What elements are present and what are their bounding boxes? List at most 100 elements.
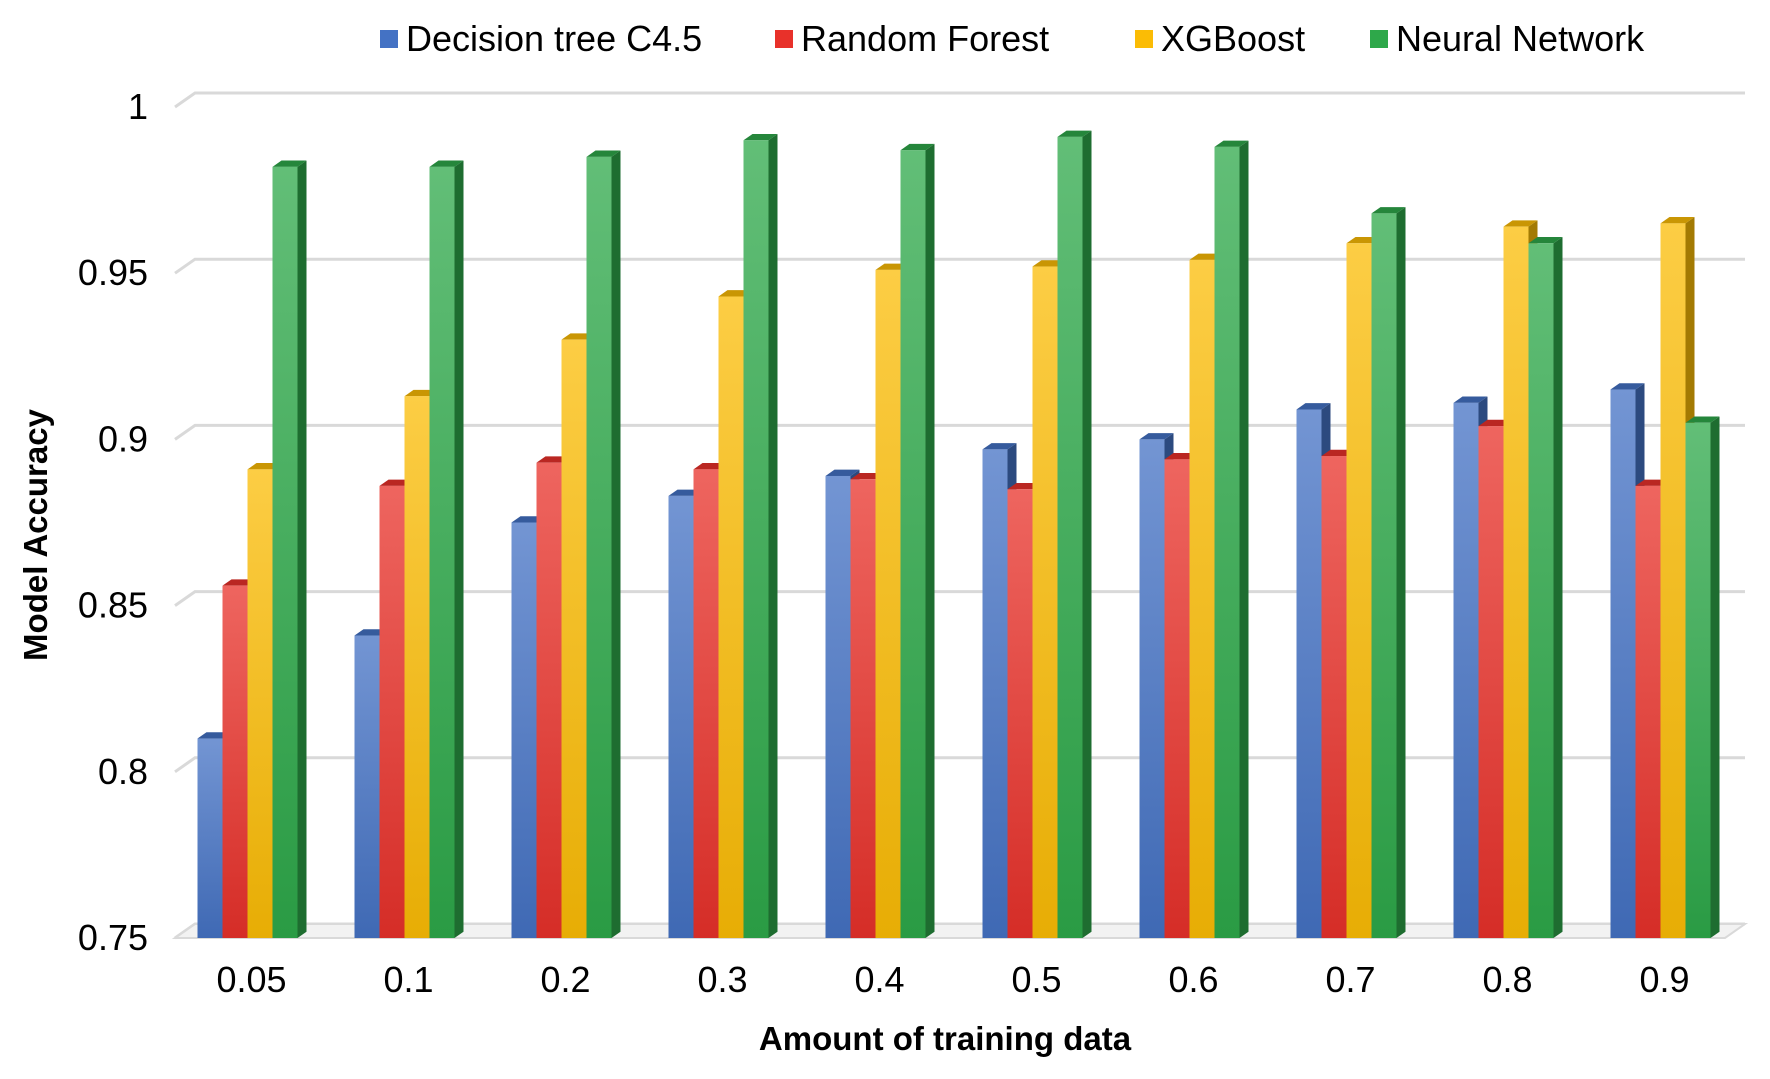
bar-front — [1189, 259, 1215, 938]
y-tick-label: 0.8 — [98, 751, 148, 792]
bar-front — [1660, 223, 1686, 939]
bar-front — [586, 156, 612, 939]
legend-swatch — [380, 30, 398, 48]
bar-front — [1214, 146, 1240, 938]
bar-front — [247, 469, 273, 938]
bar — [429, 160, 464, 939]
bar-front — [1057, 136, 1083, 938]
bar-front — [354, 635, 380, 938]
bar-front — [982, 449, 1008, 938]
x-tick-label: 0.1 — [383, 959, 433, 1000]
bar-front — [1032, 266, 1058, 938]
legend-item: Decision tree C4.5 — [380, 18, 702, 59]
y-tick-labels: 0.75 0.8 0.85 0.9 0.95 1 — [78, 86, 148, 958]
x-tick-label: 0.5 — [1011, 959, 1061, 1000]
x-tick-label: 0.8 — [1482, 959, 1532, 1000]
bar-front — [561, 339, 587, 938]
bar-front — [718, 296, 744, 938]
y-tick-label: 0.75 — [78, 917, 148, 958]
bar-top — [1296, 403, 1331, 410]
bar-top — [586, 150, 621, 157]
bar-front — [1503, 226, 1529, 938]
x-tick-labels: 0.05 0.1 0.2 0.3 0.4 0.5 0.6 0.7 0.8 0.9 — [216, 959, 1689, 1000]
legend-label: Decision tree C4.5 — [406, 18, 702, 59]
legend: Decision tree C4.5 Random Forest XGBoost Ne… — [380, 18, 1645, 59]
bar-front — [1164, 459, 1190, 938]
bar-front — [743, 140, 769, 939]
bar — [1214, 140, 1249, 938]
x-tick-label: 0.4 — [854, 959, 904, 1000]
legend-swatch — [1370, 30, 1388, 48]
bar — [1685, 416, 1720, 939]
bar-top — [429, 160, 464, 167]
bar-front — [222, 585, 248, 938]
gridline — [174, 91, 1745, 109]
bar-front — [1139, 439, 1165, 938]
bar-front — [536, 462, 562, 938]
legend-swatch — [775, 30, 793, 48]
legend-item: XGBoost — [1135, 18, 1305, 59]
bar-side — [611, 150, 621, 938]
bar-side — [925, 143, 935, 939]
bar-side — [1082, 130, 1092, 939]
x-tick-label: 0.2 — [540, 959, 590, 1000]
bar-top — [272, 160, 307, 167]
bar-top — [1685, 416, 1720, 423]
x-tick-label: 0.6 — [1168, 959, 1218, 1000]
bar-front — [1635, 485, 1661, 938]
bar — [272, 160, 307, 939]
bar-front — [197, 738, 223, 938]
y-tick-label: 0.9 — [98, 418, 148, 459]
legend-label: Neural Network — [1396, 18, 1645, 59]
bar-front — [1478, 426, 1504, 938]
bar-top — [1503, 220, 1538, 227]
bar-front — [272, 166, 298, 938]
bar-front — [1453, 402, 1479, 938]
bar-top — [1057, 130, 1092, 137]
bar-front — [1528, 243, 1554, 938]
bar-front — [900, 150, 926, 938]
bar-side — [1239, 140, 1249, 938]
bar-top — [900, 143, 935, 151]
bar — [743, 133, 778, 939]
bar-front — [693, 469, 719, 938]
bar-top — [743, 133, 778, 141]
bar — [1371, 207, 1406, 939]
bar-side — [768, 133, 778, 938]
bar-top — [1610, 383, 1645, 390]
bar — [1528, 236, 1563, 938]
bar-front — [850, 479, 876, 938]
bar-front — [511, 522, 537, 938]
legend-label: Random Forest — [801, 18, 1049, 59]
x-tick-label: 0.7 — [1325, 959, 1375, 1000]
bar — [586, 150, 621, 939]
bar-front — [429, 166, 455, 938]
bar-top — [1371, 207, 1406, 214]
bars — [197, 130, 1720, 939]
x-axis-title: Amount of training data — [759, 1020, 1132, 1057]
bar-front — [404, 396, 430, 938]
bar-front — [1007, 489, 1033, 938]
x-tick-label: 0.9 — [1639, 959, 1689, 1000]
bar-side — [1396, 207, 1406, 938]
bar-front — [875, 269, 901, 939]
bar-top — [1660, 217, 1695, 224]
legend-item: Neural Network — [1370, 18, 1645, 59]
bar-side — [1553, 236, 1563, 938]
bar-top — [1528, 236, 1563, 244]
legend-label: XGBoost — [1161, 18, 1305, 59]
y-tick-label: 1 — [128, 86, 148, 127]
legend-item: Random Forest — [775, 18, 1049, 59]
bar-front — [1321, 456, 1347, 938]
y-tick-label: 0.95 — [78, 252, 148, 293]
legend-swatch — [1135, 30, 1153, 48]
y-axis-title: Model Accuracy — [17, 408, 54, 661]
y-tick-label: 0.85 — [78, 585, 148, 626]
bar — [1057, 130, 1092, 939]
bar-top — [825, 469, 860, 476]
bar-front — [825, 475, 851, 938]
bar-top — [1453, 396, 1488, 403]
bar-front — [1610, 389, 1636, 938]
bar-top — [982, 443, 1017, 450]
x-tick-label: 0.3 — [697, 959, 747, 1000]
